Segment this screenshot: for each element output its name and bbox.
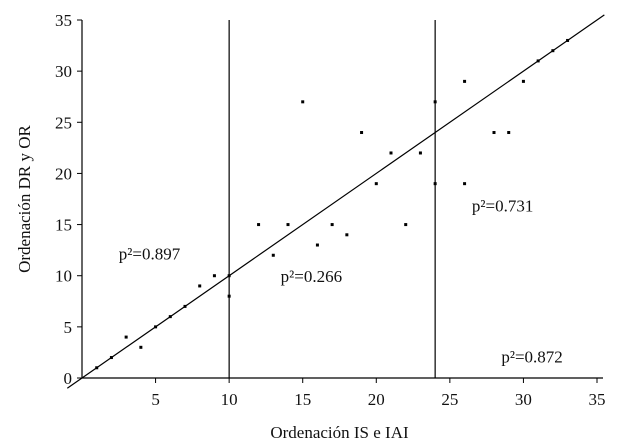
data-point <box>95 366 99 370</box>
data-point <box>433 100 437 104</box>
data-point <box>227 274 231 278</box>
y-tick-label: 10 <box>55 267 72 286</box>
data-point <box>271 253 275 257</box>
data-point <box>507 131 511 135</box>
data-point <box>124 335 128 339</box>
data-points <box>95 38 570 370</box>
data-point <box>463 182 467 186</box>
data-point <box>198 284 202 288</box>
data-point <box>492 131 496 135</box>
data-point <box>521 79 525 83</box>
correlation-label: p²=0.897 <box>119 244 181 263</box>
x-tick-label: 30 <box>515 390 532 409</box>
data-point <box>109 356 113 360</box>
data-point <box>536 59 540 63</box>
y-tick-label: 20 <box>55 164 72 183</box>
x-tick-label: 25 <box>441 390 458 409</box>
x-axis-title: Ordenación IS e IAI <box>270 423 409 442</box>
data-point <box>330 223 334 227</box>
y-tick-label: 25 <box>55 113 72 132</box>
data-point <box>360 131 364 135</box>
x-tick-label: 5 <box>151 390 160 409</box>
y-tick-label: 5 <box>64 318 73 337</box>
data-point <box>404 223 408 227</box>
data-point <box>345 233 349 237</box>
correlation-label: p²=0.731 <box>472 196 533 215</box>
data-point <box>183 304 187 308</box>
data-point <box>551 49 555 53</box>
data-point <box>433 182 437 186</box>
data-point <box>389 151 393 155</box>
data-point <box>212 274 216 278</box>
y-tick-label: 35 <box>55 11 72 30</box>
axes <box>81 20 603 379</box>
data-point <box>168 315 172 319</box>
data-point <box>154 325 158 329</box>
data-point <box>139 345 143 349</box>
x-tick-label: 15 <box>294 390 311 409</box>
annotations: p²=0.897 p²=0.266 p²=0.731 p²=0.872 <box>119 196 563 366</box>
y-tick-label: 0 <box>64 369 73 388</box>
correlation-label: p²=0.872 <box>501 348 562 367</box>
x-tick-label: 20 <box>368 390 385 409</box>
data-point <box>315 243 319 247</box>
x-tick-label: 35 <box>589 390 606 409</box>
data-point <box>566 38 570 42</box>
data-point <box>463 79 467 83</box>
y-axis-title: Ordenación DR y OR <box>15 124 34 272</box>
data-point <box>418 151 422 155</box>
y-tick-label: 30 <box>55 62 72 81</box>
y-tick-label: 15 <box>55 216 72 235</box>
x-tick-label: 10 <box>221 390 238 409</box>
data-point <box>257 223 261 227</box>
y-tick-labels: 0 5 10 15 20 25 30 35 <box>55 11 82 388</box>
correlation-label: p²=0.266 <box>281 267 342 286</box>
data-point <box>227 294 231 298</box>
data-point <box>301 100 305 104</box>
data-point <box>374 182 378 186</box>
data-point <box>286 223 290 227</box>
x-tick-labels: 5 10 15 20 25 30 35 <box>151 378 606 409</box>
